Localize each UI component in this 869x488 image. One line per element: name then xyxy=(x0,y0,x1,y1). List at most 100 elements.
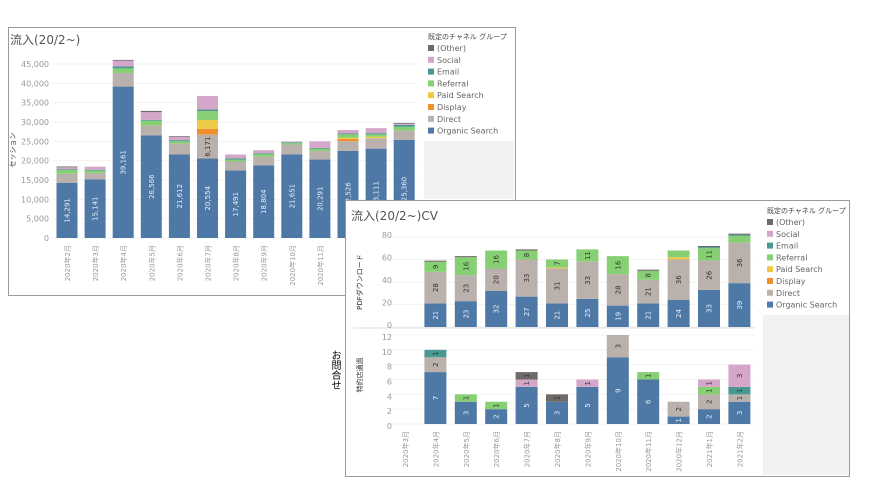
legend-swatch xyxy=(428,92,434,99)
bar-segment-direct xyxy=(56,173,78,183)
data-label: 1 xyxy=(584,381,592,385)
y-tick-label: 0 xyxy=(44,234,49,243)
bar-segment--other- xyxy=(637,269,660,271)
bar-segment-social xyxy=(84,166,106,170)
bar-segment-social xyxy=(112,60,134,67)
data-label: 23 xyxy=(462,284,470,293)
legend-swatch xyxy=(767,289,773,296)
bar-segment-direct xyxy=(393,130,415,140)
data-label: 1 xyxy=(736,396,744,400)
data-label: 21 xyxy=(645,287,653,296)
bar-segment-display xyxy=(197,128,218,135)
bar-segment--other- xyxy=(546,394,568,402)
data-label: 19 xyxy=(614,312,622,321)
bar-segment-email xyxy=(225,158,247,160)
data-label: 3 xyxy=(736,411,744,415)
legend-swatch xyxy=(428,80,434,87)
bar-segment-social xyxy=(576,379,599,387)
bar-segment-organic-search xyxy=(698,289,720,327)
bar-segment--other- xyxy=(515,372,538,380)
bar-segment-direct xyxy=(365,138,387,149)
bar-segment-referral xyxy=(112,68,134,74)
y-tick-label: 4 xyxy=(387,392,392,401)
data-label: 11 xyxy=(706,250,714,259)
bar-segment-referral xyxy=(637,270,660,280)
y-tick-label: 0 xyxy=(387,422,392,431)
y-tick-label: 15,000 xyxy=(21,176,49,185)
y-tick-label: 20 xyxy=(382,299,392,308)
data-label: 16 xyxy=(493,255,501,264)
x-tick-label: 2020年7月 xyxy=(523,431,532,467)
bar-segment-direct xyxy=(84,172,106,180)
legend-swatch xyxy=(767,242,773,249)
bar-segment-email xyxy=(728,386,751,395)
bar-segment-referral xyxy=(606,256,629,275)
legend-swatch xyxy=(767,278,773,284)
bar-segment-social xyxy=(337,130,359,134)
bar-segment-organic-search xyxy=(546,401,568,424)
bar-segment-email xyxy=(728,234,751,236)
bar-segment-organic-search xyxy=(667,300,690,327)
bar-segment-email xyxy=(56,169,78,171)
legend-item: Social xyxy=(776,230,800,239)
bar-segment-direct xyxy=(576,261,599,299)
x-tick-label: 2021年2月 xyxy=(735,431,744,467)
legend-item: Social xyxy=(437,56,461,65)
bar-segment-direct xyxy=(667,401,690,417)
y-tick-label: 10 xyxy=(382,348,392,357)
inquiry-side-label: お問合せ xyxy=(329,350,340,390)
data-label: 11 xyxy=(584,251,592,260)
bar-segment-referral xyxy=(168,141,190,144)
bar-segment-referral xyxy=(515,250,538,260)
bar-segment-organic-search xyxy=(424,372,447,424)
bar-segment-organic-search xyxy=(576,298,599,327)
data-label: 7 xyxy=(432,396,440,400)
bar-segment-social xyxy=(281,141,303,143)
x-tick-label: 2020年5月 xyxy=(462,431,471,467)
y-tick-label: 20,000 xyxy=(21,157,49,166)
x-tick-label: 2020年2月 xyxy=(63,245,72,281)
bar-segment--other- xyxy=(56,166,78,168)
bar-segment-direct xyxy=(728,242,751,284)
data-label: 25 xyxy=(584,308,592,317)
bar-segment--other- xyxy=(140,110,162,113)
y-tick-label: 40 xyxy=(382,276,392,285)
bar-segment-organic-search xyxy=(168,154,190,238)
bar-segment-referral xyxy=(365,134,387,137)
data-label: 18,804 xyxy=(260,189,268,214)
data-label: 26 xyxy=(706,270,714,279)
y-axis-title: セッション xyxy=(9,133,17,168)
data-label: 1 xyxy=(706,381,714,385)
bar-segment-email xyxy=(281,142,303,144)
data-label: 23,111 xyxy=(373,181,381,206)
legend-box xyxy=(424,29,514,141)
bar-segment-email xyxy=(393,124,415,127)
bar-segment-email xyxy=(140,119,162,121)
bar-segment-referral xyxy=(454,257,477,276)
x-tick-label: 2020年4月 xyxy=(119,245,128,281)
bar-segment-referral xyxy=(637,372,660,380)
legend-item: Organic Search xyxy=(437,127,498,136)
bar-segment-organic-search xyxy=(485,291,508,327)
bar-segment--other- xyxy=(112,59,134,61)
bar-segment--other- xyxy=(728,233,751,235)
data-label: 33 xyxy=(706,304,714,313)
bar-segment-direct xyxy=(168,143,190,155)
data-label: 1 xyxy=(554,396,562,400)
bar-segment--other- xyxy=(515,249,538,251)
bar-segment-email xyxy=(365,133,387,135)
data-label: 26,566 xyxy=(148,174,156,199)
bar-segment-referral xyxy=(84,170,106,173)
x-tick-label: 2020年12月 xyxy=(675,431,684,472)
bar-segment-organic-search xyxy=(225,170,247,238)
bar-segment-email xyxy=(197,109,218,112)
x-tick-label: 2020年4月 xyxy=(431,431,440,467)
bar-segment-referral xyxy=(576,249,599,262)
bar-segment-direct xyxy=(337,141,359,151)
bar-segment-social xyxy=(140,112,162,120)
bar-segment-organic-search xyxy=(281,154,303,238)
data-label: 1 xyxy=(493,403,501,407)
bar-segment-organic-search xyxy=(546,303,568,327)
bar-segment-referral xyxy=(546,259,568,268)
x-tick-label: 2020年8月 xyxy=(232,245,241,281)
